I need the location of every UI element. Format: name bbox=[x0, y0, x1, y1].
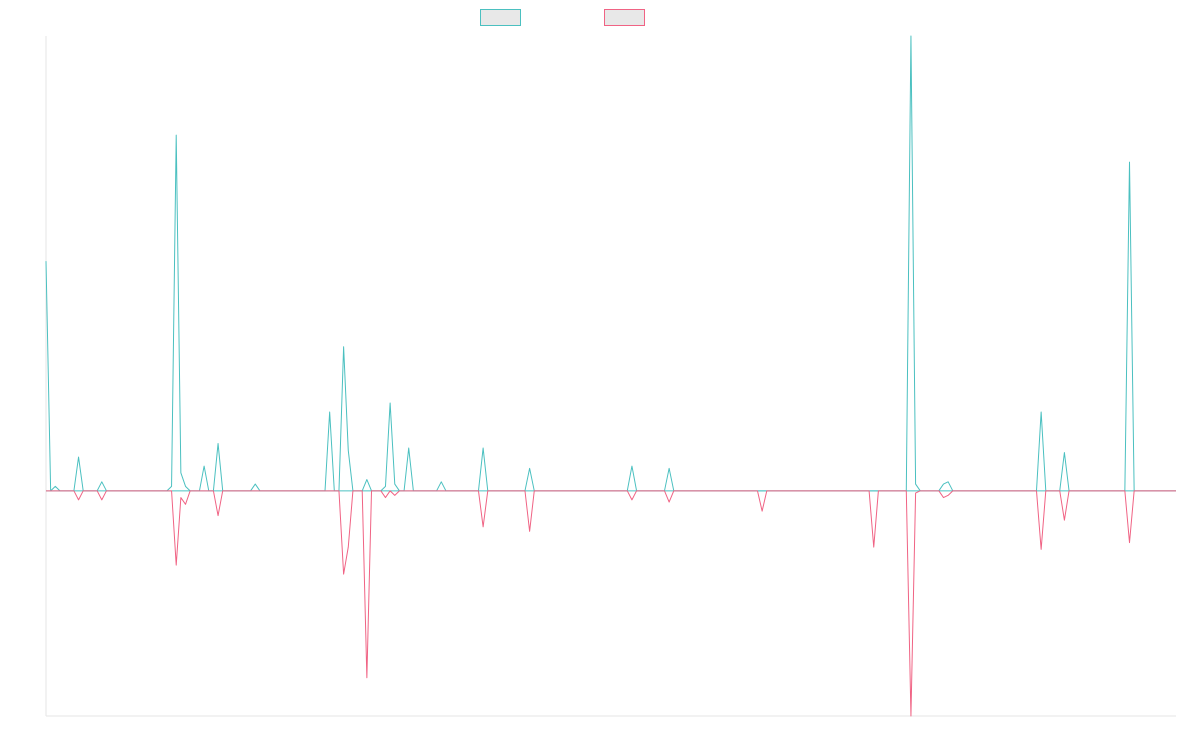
legend bbox=[480, 9, 645, 26]
legend-swatch-1[interactable] bbox=[604, 9, 645, 26]
series-layer bbox=[45, 35, 1176, 717]
series-line-0 bbox=[45, 35, 1176, 492]
legend-swatch-0[interactable] bbox=[480, 9, 521, 26]
series-line-1 bbox=[46, 490, 1176, 717]
